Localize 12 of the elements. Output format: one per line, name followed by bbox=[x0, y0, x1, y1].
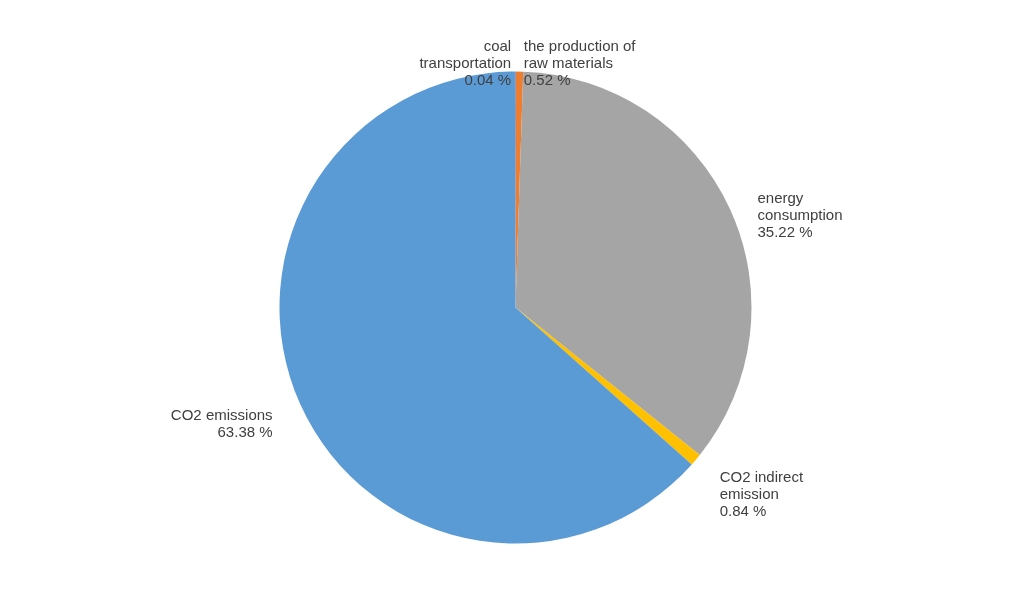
pie-slice bbox=[279, 71, 692, 544]
slice-label: CO2 emissions bbox=[170, 406, 273, 424]
slice-label: coal transportation bbox=[419, 36, 512, 71]
slice-label: energy consumption bbox=[757, 188, 843, 223]
data-label: 63.38 % bbox=[217, 423, 273, 441]
data-label: 0.04 % bbox=[464, 70, 512, 88]
data-label: 0.84 % bbox=[719, 501, 767, 519]
slice-label: CO2 indirect emission bbox=[719, 467, 804, 502]
slice-label: the production of raw materials bbox=[523, 36, 637, 71]
data-label: 35.22 % bbox=[757, 222, 813, 240]
pie-slice bbox=[515, 71, 752, 455]
data-label: 0.52 % bbox=[523, 70, 571, 88]
